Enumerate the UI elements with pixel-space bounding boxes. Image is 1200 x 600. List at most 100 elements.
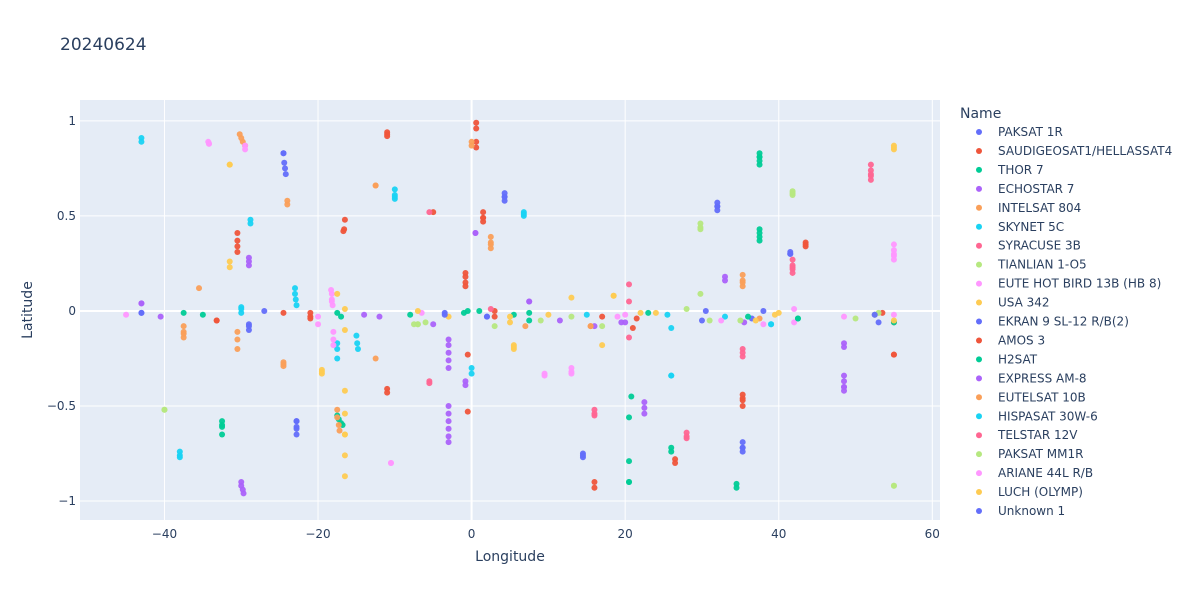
data-point [468, 142, 475, 149]
data-point [637, 309, 644, 316]
data-point [526, 298, 533, 305]
data-point [445, 418, 452, 425]
data-point [384, 131, 391, 138]
data-point [445, 336, 452, 343]
legend-item[interactable]: EUTELSAT 10B [976, 390, 1086, 404]
data-point [196, 285, 203, 292]
legend-item[interactable]: TIANLIAN 1-O5 [976, 258, 1087, 272]
data-point [334, 309, 341, 316]
legend-label: EUTELSAT 10B [998, 390, 1086, 404]
legend-item[interactable]: Unknown 1 [976, 504, 1065, 518]
data-point [176, 452, 183, 459]
legend-marker [976, 394, 982, 401]
y-tick-label: 0 [68, 304, 76, 318]
legend-label: ECHOSTAR 7 [998, 182, 1074, 196]
legend-marker [976, 204, 982, 211]
data-point [768, 321, 775, 328]
legend-marker [976, 508, 982, 514]
data-point [445, 364, 452, 371]
data-point [628, 393, 635, 400]
legend-item[interactable]: EUTE HOT BIRD 13B (HB 8) [976, 277, 1161, 291]
data-point [340, 228, 347, 235]
data-point [739, 279, 746, 286]
x-tick-label: −40 [152, 527, 177, 541]
data-point [441, 311, 448, 318]
legend-marker [976, 166, 982, 173]
legend-item[interactable]: SAUDIGEOSAT1/HELLASSAT4 [976, 144, 1172, 158]
y-axis-ticks: −1 −0.5 0 0.5 1 [47, 114, 76, 508]
legend-item[interactable]: INTELSAT 804 [976, 201, 1081, 215]
legend-item[interactable]: H2SAT [976, 352, 1038, 366]
data-point [698, 317, 705, 324]
data-point [568, 294, 575, 301]
data-point [284, 201, 291, 208]
data-point [545, 311, 552, 318]
legend-item[interactable]: ARIANE 44L R/B [976, 466, 1093, 480]
data-point [491, 313, 498, 320]
legend-item[interactable]: THOR 7 [976, 163, 1044, 177]
data-point [520, 211, 527, 218]
data-point [422, 319, 429, 326]
data-point [706, 317, 713, 324]
data-point [733, 484, 740, 491]
legend-item[interactable]: SYRACUSE 3B [976, 239, 1081, 253]
legend-item[interactable]: USA 342 [976, 296, 1050, 310]
legend-marker [976, 223, 982, 230]
data-point [626, 334, 633, 341]
legend-item[interactable]: HISPASAT 30W-6 [976, 409, 1098, 423]
legend-item[interactable]: EKRAN 9 SL-12 R/B(2) [976, 315, 1129, 329]
data-point [871, 311, 878, 318]
data-point [683, 433, 690, 440]
data-point [354, 340, 361, 347]
data-point [789, 256, 796, 263]
data-point [138, 138, 145, 145]
data-point [334, 414, 341, 421]
data-point [867, 171, 874, 178]
data-point [522, 323, 529, 330]
data-point [664, 311, 671, 318]
data-point [280, 309, 287, 316]
data-point [591, 484, 598, 491]
legend-item[interactable]: TELSTAR 12V [976, 428, 1078, 442]
legend-item[interactable]: EXPRESS AM-8 [976, 371, 1087, 385]
data-point [852, 315, 859, 322]
x-tick-label: −20 [305, 527, 330, 541]
data-point [234, 328, 241, 335]
data-point [330, 336, 337, 343]
data-point [292, 285, 298, 292]
data-point [180, 309, 187, 316]
x-tick-label: 60 [925, 527, 940, 541]
gridlines [80, 100, 940, 520]
legend-marker [976, 356, 982, 363]
data-point [702, 307, 709, 314]
data-point [123, 311, 130, 318]
data-point [652, 309, 659, 316]
legend-label: TELSTAR 12V [997, 428, 1078, 442]
legend-item[interactable]: AMOS 3 [976, 333, 1045, 347]
data-point [473, 138, 480, 145]
data-point [739, 402, 746, 409]
data-point [206, 140, 212, 147]
data-point [234, 243, 241, 250]
data-point [391, 193, 398, 200]
legend-item[interactable]: PAKSAT MM1R [976, 447, 1084, 461]
legend-label: EXPRESS AM-8 [998, 371, 1087, 385]
chart-title: 20240624 [60, 35, 147, 55]
legend-marker [976, 489, 982, 496]
legend-marker [976, 318, 982, 325]
data-point [414, 307, 421, 314]
data-point [240, 490, 247, 497]
x-axis-title: Longitude [475, 549, 545, 565]
legend-item[interactable]: LUCH (OLYMP) [976, 485, 1083, 499]
legend-item[interactable]: PAKSAT 1R [976, 125, 1063, 139]
legend-item[interactable]: ECHOSTAR 7 [976, 182, 1074, 196]
data-point [245, 323, 252, 330]
data-point [247, 220, 254, 227]
legend-marker [976, 185, 982, 192]
data-point [599, 323, 606, 330]
data-point [745, 313, 752, 320]
data-point [841, 313, 848, 320]
data-point [334, 345, 341, 352]
y-tick-label: 1 [68, 114, 76, 128]
legend-item[interactable]: SKYNET 5C [976, 220, 1064, 234]
